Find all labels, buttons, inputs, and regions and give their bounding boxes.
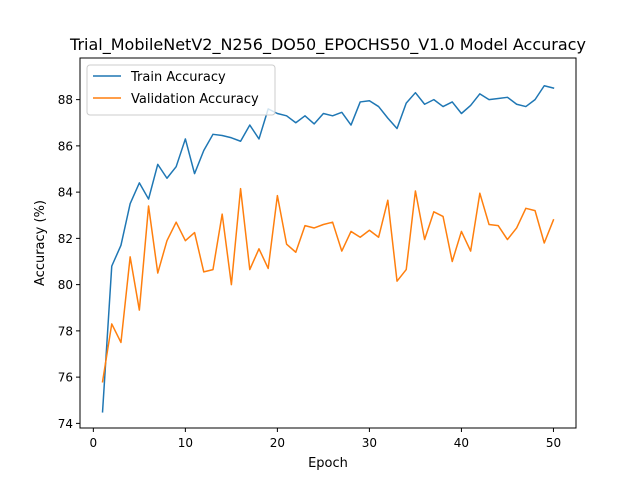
legend-box <box>86 64 276 116</box>
y-tick-label: 86 <box>58 139 73 153</box>
x-tick-label: 30 <box>362 436 377 450</box>
y-tick-label: 76 <box>58 371 73 385</box>
y-tick-label: 88 <box>58 93 73 107</box>
y-tick-label: 80 <box>58 278 73 292</box>
validation-accuracy-line <box>101 187 555 383</box>
y-tick-label: 84 <box>58 186 73 200</box>
y-axis: 74 76 78 80 82 84 86 88 <box>58 93 80 431</box>
x-axis: 0 10 20 30 40 50 <box>90 428 561 450</box>
x-tick-label: 40 <box>454 436 469 450</box>
legend-train-label: Train Accuracy <box>130 70 226 85</box>
x-tick-label: 0 <box>90 436 98 450</box>
y-tick-label: 82 <box>58 232 73 246</box>
series-layer <box>101 85 555 413</box>
x-tick-label: 20 <box>270 436 285 450</box>
x-axis-label: Epoch <box>308 456 348 471</box>
x-tick-label: 50 <box>546 436 561 450</box>
y-axis-label: Accuracy (%) <box>33 200 48 286</box>
chart-title: Trial_MobileNetV2_N256_DO50_EPOCHS50_V1.… <box>69 35 586 55</box>
legend-validation-label: Validation Accuracy <box>131 92 259 107</box>
x-tick-label: 10 <box>178 436 193 450</box>
legend: Train Accuracy Validation Accuracy <box>86 64 276 116</box>
train-accuracy-line <box>101 85 555 413</box>
plot-frame <box>79 57 577 429</box>
y-tick-label: 78 <box>58 324 73 338</box>
y-tick-label: 74 <box>58 417 73 431</box>
